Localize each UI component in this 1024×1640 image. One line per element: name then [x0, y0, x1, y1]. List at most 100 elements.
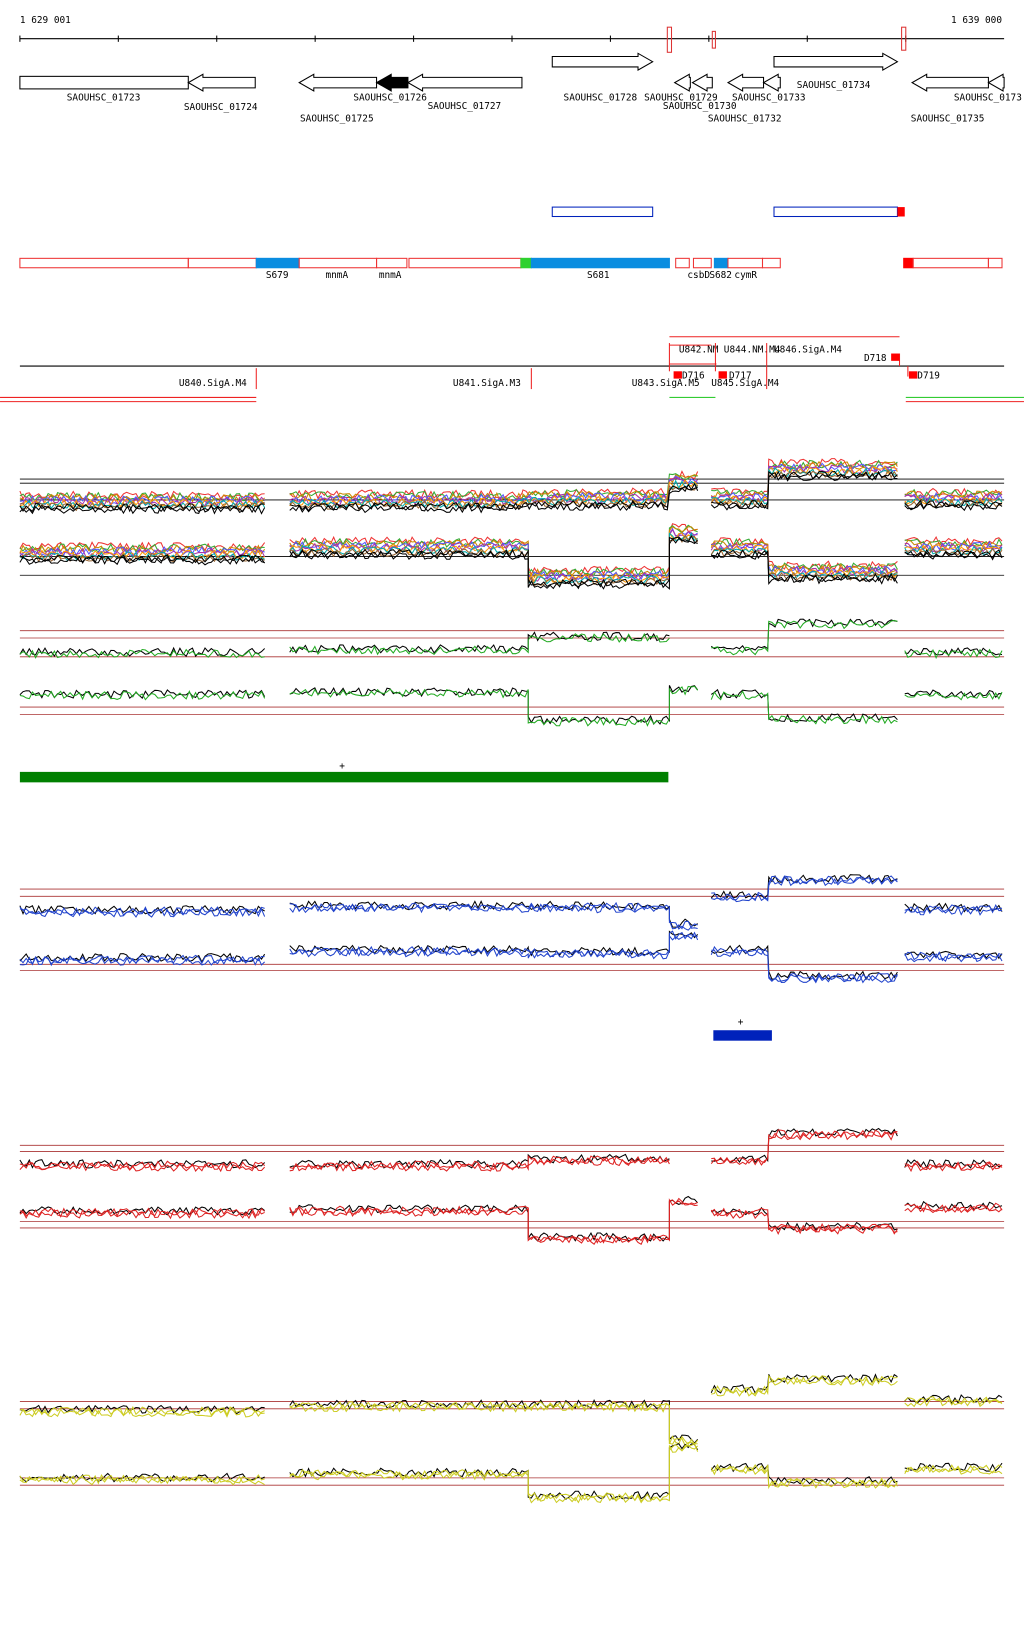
gene [987, 73, 1005, 92]
promoter-labels: U840.SigA.M4 U841.SigA.M3 U843.SigA.M5 U… [179, 344, 940, 388]
segment-labels: S679 mnmA mnmA S681 csbD S682 cymR [266, 270, 758, 281]
gene-label: SAOUHSC_01733 [732, 92, 806, 103]
trace [19, 524, 1003, 578]
trace [19, 472, 1003, 515]
trace [19, 618, 1003, 658]
gene-label: SAOUHSC_01728 [564, 92, 638, 103]
trace [19, 877, 1003, 931]
trace [19, 930, 1003, 981]
promoter-box [673, 371, 682, 379]
gene [762, 73, 781, 92]
segment [298, 257, 378, 269]
trace [19, 1127, 1003, 1170]
marker-box [901, 26, 907, 51]
segment [713, 257, 729, 269]
segment [551, 206, 654, 218]
gene-label: SAOUHSC_01735 [911, 113, 985, 124]
promoter-label: U846.SigA.M4 [774, 344, 842, 355]
gene-label: SAOUHSC_01723 [67, 92, 141, 103]
promoter-label: D716 [682, 371, 705, 382]
segment [675, 257, 690, 269]
segment [692, 257, 712, 269]
trace [19, 460, 1003, 504]
promoter-label: U840.SigA.M4 [179, 378, 247, 389]
gene [19, 75, 189, 90]
trace [19, 537, 1003, 590]
trace [19, 534, 1003, 589]
trace [19, 526, 1003, 579]
marker-box [711, 30, 716, 49]
gene [187, 73, 256, 92]
region-bar [19, 771, 669, 783]
segment-label: S681 [587, 270, 610, 281]
gene-label: SAOUHSC_01727 [428, 101, 502, 112]
trace [19, 534, 1003, 587]
trace [19, 1198, 1003, 1245]
gene [551, 52, 654, 71]
trace [19, 685, 1003, 727]
segment [255, 257, 300, 269]
end-coordinate: 1 639 000 [951, 15, 1002, 26]
gene [406, 73, 523, 92]
trace [19, 930, 1003, 983]
gene-labels: SAOUHSC_01723 SAOUHSC_01724 SAOUHSC_0172… [67, 80, 1022, 124]
trace [19, 459, 1003, 502]
promoter-label: D717 [729, 371, 752, 382]
gene-label: SAOUHSC_01729 [644, 92, 718, 103]
trace [19, 685, 1003, 726]
gene-label: SAOUHSC_01726 [353, 92, 427, 103]
gene-label: SAOUHSC_01734 [797, 80, 871, 91]
trace [19, 875, 1003, 930]
gene [726, 73, 765, 92]
segment-label: mnmA [325, 270, 348, 281]
gene-label: SAOUHSC_01725 [300, 113, 374, 124]
marker-box [666, 26, 673, 53]
trace [19, 1195, 1003, 1242]
gene [773, 52, 899, 71]
trace [19, 1374, 1003, 1446]
segment [520, 257, 532, 269]
gene [691, 73, 713, 92]
trace [19, 1373, 1003, 1444]
promoter-box [891, 353, 900, 361]
segment [19, 257, 189, 269]
segment [903, 257, 914, 269]
trace [19, 1130, 1003, 1173]
trace [19, 874, 1003, 928]
promoter-label: D719 [917, 371, 940, 382]
gene-label: SAOUHSC_0173 [954, 92, 1022, 103]
segment-label: mnmA [379, 270, 402, 281]
segment [773, 206, 898, 218]
promoter-label: U843.SigA.M5 [632, 378, 700, 389]
segment [987, 257, 1003, 269]
trace [19, 1129, 1003, 1172]
gene-label: SAOUHSC_01732 [708, 113, 782, 124]
gene [375, 73, 409, 92]
segment-label: cymR [734, 270, 757, 281]
segment [376, 257, 408, 269]
trace [19, 530, 1003, 584]
promoter-label: U842.NM [679, 344, 719, 355]
trace [19, 931, 1003, 984]
segment-label: S682 [709, 270, 732, 281]
segment [897, 207, 905, 217]
segment [912, 257, 989, 269]
trace [19, 467, 1003, 510]
promoter-label: U841.SigA.M3 [453, 378, 521, 389]
segment [530, 257, 670, 269]
marker: + [738, 1017, 744, 1028]
gene [673, 73, 691, 92]
trace [19, 1444, 1003, 1504]
trace [19, 1376, 1003, 1447]
segment [187, 257, 257, 269]
trace [19, 1443, 1003, 1502]
marker: + [339, 761, 345, 772]
promoter-box [908, 371, 918, 379]
trace [19, 462, 1003, 505]
promoter-box [718, 371, 727, 379]
segment [761, 257, 781, 269]
tracks [0, 26, 1024, 1504]
gene-label: SAOUHSC_01724 [184, 102, 258, 113]
